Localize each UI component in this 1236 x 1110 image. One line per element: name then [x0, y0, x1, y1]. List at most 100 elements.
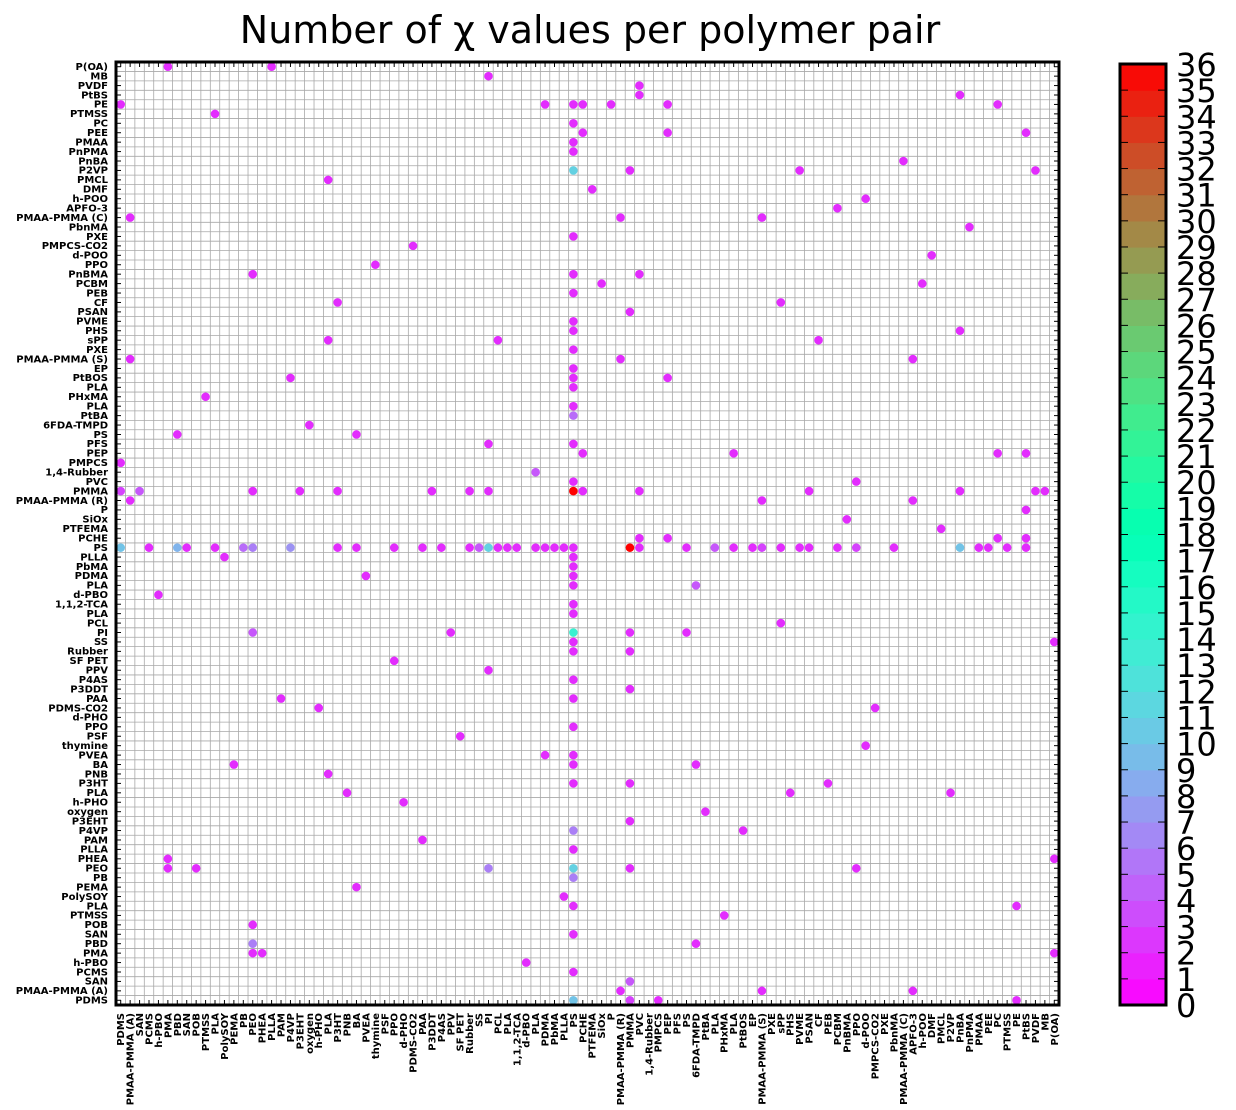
data-point	[1040, 486, 1050, 496]
data-point	[521, 958, 531, 967]
data-point	[814, 335, 823, 345]
data-point	[1021, 505, 1031, 515]
data-point	[663, 533, 672, 543]
y-tick-label: d-POO	[72, 251, 108, 262]
data-point	[719, 911, 729, 920]
data-point	[569, 628, 578, 637]
data-point	[116, 100, 126, 109]
data-point	[635, 543, 644, 552]
colorbar-band	[1120, 717, 1166, 745]
x-tick-label: PTMSS	[1003, 1013, 1014, 1051]
data-point	[908, 354, 918, 364]
data-point	[163, 62, 173, 72]
data-point	[955, 486, 965, 496]
y-tick-label: PNB	[85, 769, 108, 780]
y-tick-label: PDMS	[75, 996, 108, 1007]
data-point	[616, 354, 625, 364]
x-tick-label: P4VP	[286, 1013, 297, 1042]
colorbar-tick-label: 22	[1176, 412, 1217, 450]
data-point	[955, 90, 965, 100]
y-tick-label: CF	[94, 298, 108, 309]
x-tick-label: PnBMA	[842, 1013, 853, 1053]
colorbar-tick-label: 13	[1176, 647, 1217, 685]
colorbar-tick-label: 28	[1176, 255, 1217, 293]
y-tick-label: SiOx	[82, 515, 108, 526]
x-tick-label: PMAA-PMMA (S)	[757, 1013, 768, 1105]
x-tick-label: PLA	[324, 1013, 335, 1035]
data-point	[569, 288, 578, 298]
data-point	[776, 543, 786, 552]
data-point	[569, 401, 578, 411]
y-tick-label: PBD	[85, 939, 108, 950]
data-point	[125, 354, 135, 364]
x-tick-label: P2VP	[946, 1013, 957, 1042]
y-tick-label: PMAA-PMMA (S)	[16, 354, 108, 365]
y-tick-label: PMMA	[73, 486, 108, 497]
x-tick-label: PVC	[635, 1013, 646, 1035]
data-point	[635, 269, 644, 279]
data-point	[804, 486, 814, 496]
colorbar-band	[1120, 142, 1166, 170]
data-point	[625, 684, 635, 694]
data-point	[569, 873, 578, 882]
data-point	[569, 326, 578, 336]
colorbar-band	[1120, 299, 1166, 326]
data-point	[663, 128, 672, 138]
x-tick-label: PLA	[729, 1013, 740, 1035]
data-point	[569, 411, 578, 420]
x-tick-label: PBD	[173, 1013, 184, 1036]
data-point	[512, 543, 522, 552]
y-tick-label: PPV	[86, 666, 109, 677]
data-point	[116, 486, 126, 496]
x-tick-label: PtBS	[1021, 1013, 1032, 1040]
colorbar-tick-label: 30	[1176, 203, 1217, 241]
data-point	[484, 863, 493, 873]
x-tick-label: PolySOY	[220, 1012, 231, 1059]
data-point	[889, 543, 899, 552]
data-point	[540, 100, 550, 109]
x-tick-label: PEMA	[229, 1013, 240, 1045]
colorbar-tick-label: 7	[1176, 804, 1196, 842]
y-tick-label: SS	[94, 637, 108, 648]
colorbar-band	[1120, 900, 1166, 928]
colorbar-tick-label: 9	[1176, 752, 1196, 790]
y-tick-label: PEMA	[76, 882, 108, 893]
x-tick-label: PTFEMA	[588, 1013, 599, 1059]
y-tick-label: PTMSS	[70, 109, 108, 120]
colorbar-tick-label: 32	[1176, 151, 1217, 189]
data-point	[569, 750, 578, 760]
colorbar-band	[1120, 325, 1166, 353]
x-tick-label: P	[607, 1013, 618, 1020]
y-tick-label: d-PBO	[73, 590, 108, 601]
colorbar-tick-label: 2	[1176, 935, 1196, 973]
data-point	[851, 477, 861, 486]
x-tick-label: PLLA	[559, 1013, 570, 1041]
y-tick-label: PTFEMA	[62, 524, 108, 535]
data-point	[983, 543, 993, 552]
data-point	[663, 100, 672, 109]
colorbar-tick-label: 4	[1176, 882, 1196, 920]
x-tick-label: PLA	[211, 1013, 222, 1035]
y-tick-label: SF PET	[70, 656, 109, 667]
y-tick-label: PVEA	[78, 750, 108, 761]
x-tick-label: PMCL	[937, 1012, 948, 1044]
y-tick-label: PEO	[85, 864, 108, 875]
colorbar-band	[1120, 482, 1166, 509]
colorbar-tick-label: 0	[1176, 987, 1196, 1025]
y-tick-label: PS	[93, 430, 108, 441]
x-tick-label: PtBOS	[739, 1013, 750, 1048]
x-tick-label: BA	[352, 1013, 363, 1029]
data-point	[569, 581, 578, 590]
data-point	[569, 779, 578, 788]
x-tick-label: PnBA	[955, 1013, 966, 1043]
data-point	[484, 71, 493, 81]
data-point	[587, 185, 597, 194]
data-point	[908, 986, 918, 996]
y-tick-label: 6FDA-TMPD	[43, 420, 108, 431]
data-point	[569, 675, 578, 684]
x-tick-label: d-PHO	[399, 1013, 410, 1049]
data-point	[559, 543, 569, 552]
data-point	[569, 232, 578, 241]
data-point	[823, 779, 833, 788]
